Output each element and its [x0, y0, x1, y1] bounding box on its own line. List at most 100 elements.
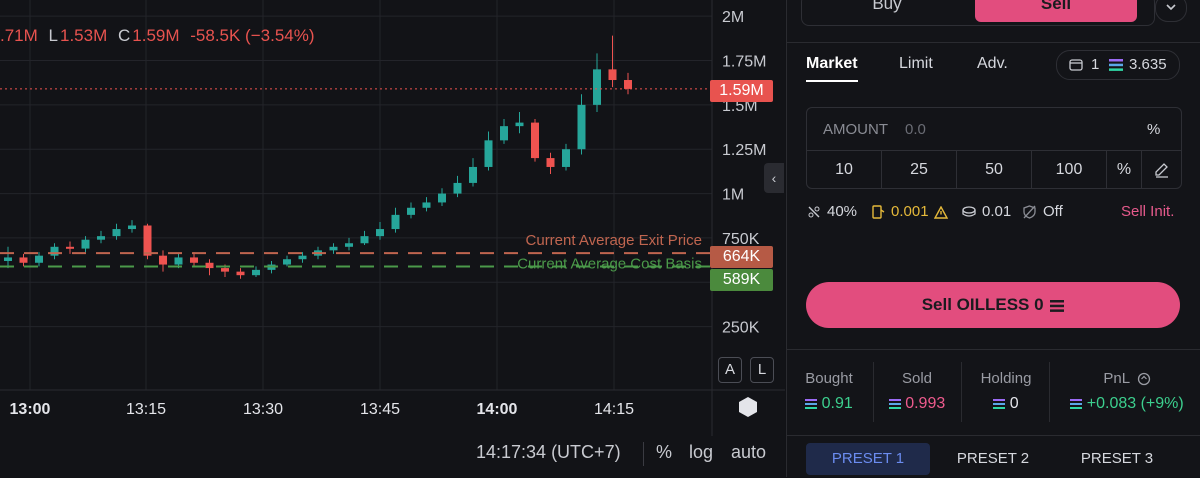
percent-toggle[interactable]: % [656, 442, 673, 462]
exit-price-tag: 664K [710, 246, 773, 268]
ohlc-change: -58.5K (−3.54%) [190, 26, 315, 45]
sell-init-link[interactable]: Sell Init. [1121, 203, 1175, 220]
y-tick-label: 250K [722, 320, 760, 337]
candle-body [608, 69, 617, 81]
candle-body [515, 122, 524, 127]
wallet-balance-chip[interactable]: 1 3.635 [1056, 50, 1180, 80]
candle-body [376, 229, 384, 237]
price-chart[interactable]: 2M1.75M1.5M1.25M1M750K500K250K13:0013:15… [0, 0, 785, 477]
candle-body [236, 271, 245, 276]
wallet-icon [1069, 59, 1083, 71]
chevron-down-icon [1166, 4, 1176, 11]
holding-label: Holding [980, 370, 1032, 387]
candle-body [298, 255, 307, 260]
x-tick-label: 14:00 [477, 401, 518, 418]
ohlc-high-value: .71M [0, 26, 38, 45]
sol-icon [1109, 59, 1123, 71]
candle-body [81, 239, 90, 249]
holding-value: 0 [1009, 395, 1019, 412]
preset-2-tab[interactable]: PRESET 2 [956, 450, 1030, 467]
timezone-clock[interactable]: 14:17:34 (UTC+7) [476, 442, 621, 462]
warning-icon [934, 206, 948, 219]
stat-divider [873, 362, 874, 422]
pnl-toggle-icon[interactable] [1137, 372, 1151, 386]
quick-amount-10[interactable]: 10 [807, 151, 882, 188]
quick-amount-50[interactable]: 50 [957, 151, 1032, 188]
candle-body [531, 122, 539, 159]
amount-label: AMOUNT [823, 121, 888, 138]
stat-sold: Sold 0.993 [881, 370, 953, 413]
chart-bottom-bar: 14:17:34 (UTC+7) % log auto [0, 436, 785, 472]
amount-input-row[interactable]: AMOUNT 0.0 % [807, 108, 1181, 151]
candle-body [283, 259, 291, 265]
x-tick-label: 13:30 [243, 401, 283, 418]
pencil-icon [1155, 163, 1168, 178]
quick-amount-25[interactable]: 25 [882, 151, 957, 188]
preset-3-tab[interactable]: PRESET 3 [1080, 450, 1154, 467]
y-tick-label: 750K [722, 231, 760, 248]
candle-body [422, 202, 431, 208]
sell-tab-button[interactable]: Sell [975, 0, 1137, 22]
candle-body [221, 268, 229, 272]
log-scale-button[interactable]: L [750, 357, 774, 383]
chevron-left-icon: ‹ [771, 170, 777, 186]
sold-label: Sold [901, 370, 933, 387]
sell-submit-button[interactable]: Sell OILLESS 0 [806, 282, 1180, 328]
preset-1-tab[interactable]: PRESET 1 [806, 443, 930, 475]
candle-body [19, 257, 28, 263]
sol-icon [1070, 398, 1083, 409]
log-toggle[interactable]: log [689, 442, 714, 462]
candle-body [391, 214, 400, 230]
priority-fee-value: 0.001 [891, 203, 929, 220]
sol-icon [993, 398, 1006, 409]
sol-icon [888, 398, 901, 409]
buy-tab-button[interactable]: Buy [872, 0, 902, 13]
stats-divider [787, 349, 1200, 350]
candle-body [593, 69, 601, 105]
y-tick-label: 2M [722, 9, 744, 26]
tab-limit[interactable]: Limit [899, 55, 933, 72]
candle-body [66, 246, 74, 249]
candle-body [407, 207, 415, 215]
bribe-value: 0.01 [982, 203, 1012, 220]
stat-bought: Bought 0.91 [795, 370, 863, 413]
ohlc-close-value: 1.59M [132, 26, 180, 45]
x-tick-label: 14:15 [594, 401, 634, 418]
candle-body [143, 225, 152, 256]
sol-icon [805, 398, 818, 409]
auto-toggle[interactable]: auto [731, 442, 767, 462]
candle-body [469, 166, 477, 183]
bottom-divider [643, 442, 644, 466]
auto-scale-button[interactable]: A [718, 357, 742, 383]
mev-shield-off-icon [1023, 205, 1036, 219]
candle-body [360, 236, 369, 244]
options-dropdown-button[interactable] [1155, 0, 1187, 22]
candle-body [252, 269, 260, 276]
x-tick-label: 13:45 [360, 401, 400, 418]
settings-hex-icon[interactable] [738, 396, 758, 418]
preset-tabs: PRESET 1 PRESET 2 PRESET 3 [787, 435, 1200, 478]
quick-amount-100[interactable]: 100 [1032, 151, 1107, 188]
edit-presets-button[interactable] [1143, 151, 1181, 188]
candle-body [484, 140, 493, 167]
collapse-panel-button[interactable]: ‹ [764, 163, 784, 193]
candle-body [4, 257, 12, 261]
amount-input[interactable]: 0.0 [905, 121, 926, 138]
sell-submit-label: Sell OILLESS 0 [921, 295, 1044, 314]
candle-body [112, 229, 121, 237]
amount-unit: % [1147, 121, 1161, 138]
cost-basis-tag: 589K [710, 269, 773, 291]
tab-market[interactable]: Market [806, 55, 858, 72]
sol-balance: 3.635 [1129, 56, 1167, 73]
coins-icon [962, 206, 976, 217]
reference-line-label: Current Average Cost Basis [517, 255, 702, 272]
candle-body [453, 182, 462, 194]
candle-body [35, 255, 43, 263]
candlestick-chart[interactable]: 2M1.75M1.5M1.25M1M750K500K250K13:0013:15… [0, 0, 785, 436]
buy-sell-toggle [801, 0, 1155, 26]
pnl-value: +0.083 (+9%) [1086, 395, 1184, 412]
stat-divider [1049, 362, 1050, 422]
tab-adv[interactable]: Adv. [977, 55, 1008, 72]
candle-body [50, 246, 59, 256]
candle-body [624, 80, 632, 89]
